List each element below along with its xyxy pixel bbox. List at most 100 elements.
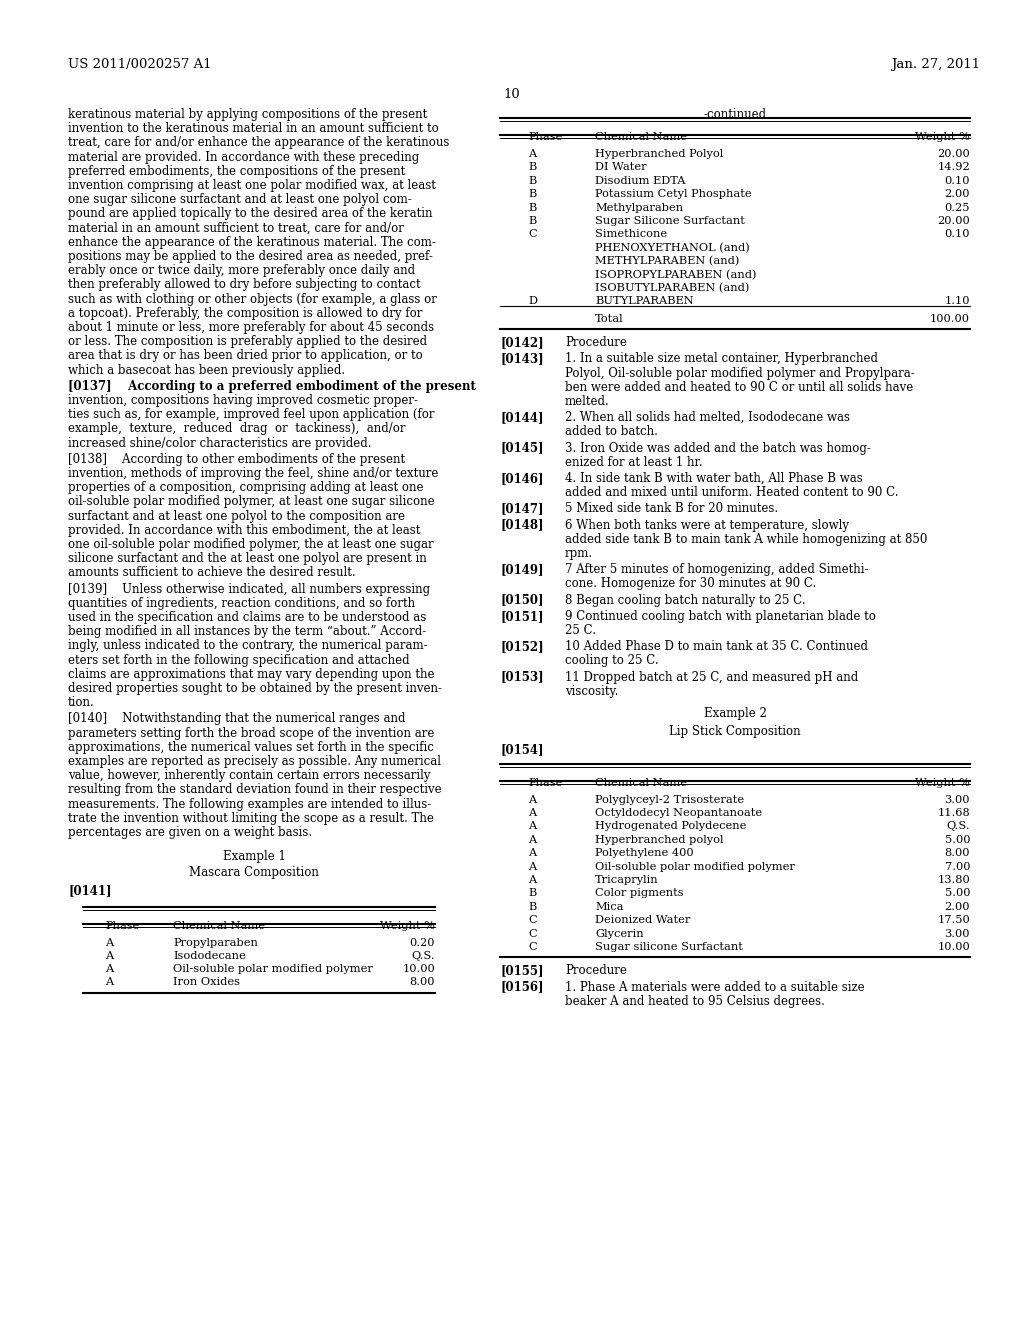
Text: Disodium EDTA: Disodium EDTA bbox=[595, 176, 685, 186]
Text: Jan. 27, 2011: Jan. 27, 2011 bbox=[891, 58, 980, 71]
Text: [0154]: [0154] bbox=[500, 743, 544, 756]
Text: a topcoat). Preferably, the composition is allowed to dry for: a topcoat). Preferably, the composition … bbox=[68, 306, 422, 319]
Text: one sugar silicone surfactant and at least one polyol com-: one sugar silicone surfactant and at lea… bbox=[68, 193, 412, 206]
Text: Total: Total bbox=[595, 314, 624, 323]
Text: resulting from the standard deviation found in their respective: resulting from the standard deviation fo… bbox=[68, 783, 441, 796]
Text: 13.80: 13.80 bbox=[937, 875, 970, 884]
Text: used in the specification and claims are to be understood as: used in the specification and claims are… bbox=[68, 611, 426, 624]
Text: 1.10: 1.10 bbox=[944, 297, 970, 306]
Text: B: B bbox=[528, 216, 537, 226]
Text: melted.: melted. bbox=[565, 395, 609, 408]
Text: amounts sufficient to achieve the desired result.: amounts sufficient to achieve the desire… bbox=[68, 566, 355, 579]
Text: 3.00: 3.00 bbox=[944, 928, 970, 939]
Text: 0.10: 0.10 bbox=[944, 230, 970, 239]
Text: A: A bbox=[528, 834, 537, 845]
Text: silicone surfactant and the at least one polyol are present in: silicone surfactant and the at least one… bbox=[68, 552, 427, 565]
Text: invention, methods of improving the feel, shine and/or texture: invention, methods of improving the feel… bbox=[68, 467, 438, 480]
Text: treat, care for and/or enhance the appearance of the keratinous: treat, care for and/or enhance the appea… bbox=[68, 136, 450, 149]
Text: Q.S.: Q.S. bbox=[946, 821, 970, 832]
Text: one oil-soluble polar modified polymer, the at least one sugar: one oil-soluble polar modified polymer, … bbox=[68, 539, 433, 550]
Text: 5.00: 5.00 bbox=[944, 834, 970, 845]
Text: cooling to 25 C.: cooling to 25 C. bbox=[565, 655, 658, 668]
Text: 10: 10 bbox=[504, 88, 520, 102]
Text: Hydrogenated Polydecene: Hydrogenated Polydecene bbox=[595, 821, 746, 832]
Text: Color pigments: Color pigments bbox=[595, 888, 684, 899]
Text: 10.00: 10.00 bbox=[937, 942, 970, 952]
Text: 7.00: 7.00 bbox=[944, 862, 970, 871]
Text: Hyperbranched Polyol: Hyperbranched Polyol bbox=[595, 149, 723, 158]
Text: [0146]: [0146] bbox=[500, 473, 544, 484]
Text: [0143]: [0143] bbox=[500, 352, 544, 366]
Text: 0.25: 0.25 bbox=[944, 202, 970, 213]
Text: [0152]: [0152] bbox=[500, 640, 544, 653]
Text: 7 After 5 minutes of homogenizing, added Simethi-: 7 After 5 minutes of homogenizing, added… bbox=[565, 564, 868, 577]
Text: rpm.: rpm. bbox=[565, 546, 593, 560]
Text: enhance the appearance of the keratinous material. The com-: enhance the appearance of the keratinous… bbox=[68, 236, 436, 248]
Text: eters set forth in the following specification and attached: eters set forth in the following specifi… bbox=[68, 653, 410, 667]
Text: B: B bbox=[528, 888, 537, 899]
Text: 6 When both tanks were at temperature, slowly: 6 When both tanks were at temperature, s… bbox=[565, 519, 849, 532]
Text: Chemical Name: Chemical Name bbox=[173, 921, 265, 931]
Text: keratinous material by applying compositions of the present: keratinous material by applying composit… bbox=[68, 108, 427, 121]
Text: material in an amount sufficient to treat, care for and/or: material in an amount sufficient to trea… bbox=[68, 222, 403, 235]
Text: Example 1: Example 1 bbox=[222, 850, 286, 863]
Text: [0147]: [0147] bbox=[500, 503, 544, 515]
Text: example,  texture,  reduced  drag  or  tackiness),  and/or: example, texture, reduced drag or tackin… bbox=[68, 422, 406, 436]
Text: 11 Dropped batch at 25 C, and measured pH and: 11 Dropped batch at 25 C, and measured p… bbox=[565, 671, 858, 684]
Text: D: D bbox=[528, 297, 537, 306]
Text: Phase: Phase bbox=[528, 132, 562, 143]
Text: Sugar Silicone Surfactant: Sugar Silicone Surfactant bbox=[595, 216, 744, 226]
Text: 1. Phase A materials were added to a suitable size: 1. Phase A materials were added to a sui… bbox=[565, 981, 864, 994]
Text: percentages are given on a weight basis.: percentages are given on a weight basis. bbox=[68, 826, 312, 840]
Text: Glycerin: Glycerin bbox=[595, 928, 644, 939]
Text: Polyethylene 400: Polyethylene 400 bbox=[595, 849, 693, 858]
Text: Phase: Phase bbox=[528, 777, 562, 788]
Text: parameters setting forth the broad scope of the invention are: parameters setting forth the broad scope… bbox=[68, 726, 434, 739]
Text: or less. The composition is preferably applied to the desired: or less. The composition is preferably a… bbox=[68, 335, 427, 348]
Text: about 1 minute or less, more preferably for about 45 seconds: about 1 minute or less, more preferably … bbox=[68, 321, 434, 334]
Text: ISOBUTYLPARABEN (and): ISOBUTYLPARABEN (and) bbox=[595, 282, 750, 293]
Text: added to batch.: added to batch. bbox=[565, 425, 657, 438]
Text: PHENOXYETHANOL (and): PHENOXYETHANOL (and) bbox=[595, 243, 750, 253]
Text: 9 Continued cooling batch with planetarian blade to: 9 Continued cooling batch with planetari… bbox=[565, 610, 876, 623]
Text: value, however, inherently contain certain errors necessarily: value, however, inherently contain certa… bbox=[68, 770, 430, 783]
Text: Lip Stick Composition: Lip Stick Composition bbox=[670, 725, 801, 738]
Text: C: C bbox=[528, 928, 537, 939]
Text: then preferably allowed to dry before subjecting to contact: then preferably allowed to dry before su… bbox=[68, 279, 421, 292]
Text: A: A bbox=[528, 875, 537, 884]
Text: A: A bbox=[528, 795, 537, 805]
Text: area that is dry or has been dried prior to application, or to: area that is dry or has been dried prior… bbox=[68, 350, 423, 363]
Text: trate the invention without limiting the scope as a result. The: trate the invention without limiting the… bbox=[68, 812, 434, 825]
Text: properties of a composition, comprising adding at least one: properties of a composition, comprising … bbox=[68, 482, 424, 494]
Text: preferred embodiments, the compositions of the present: preferred embodiments, the compositions … bbox=[68, 165, 406, 178]
Text: material are provided. In accordance with these preceding: material are provided. In accordance wit… bbox=[68, 150, 419, 164]
Text: pound are applied topically to the desired area of the keratin: pound are applied topically to the desir… bbox=[68, 207, 432, 220]
Text: B: B bbox=[528, 189, 537, 199]
Text: -continued: -continued bbox=[703, 108, 767, 121]
Text: added and mixed until uniform. Heated content to 90 C.: added and mixed until uniform. Heated co… bbox=[565, 486, 898, 499]
Text: A: A bbox=[528, 862, 537, 871]
Text: Mica: Mica bbox=[595, 902, 624, 912]
Text: cone. Homogenize for 30 minutes at 90 C.: cone. Homogenize for 30 minutes at 90 C. bbox=[565, 577, 816, 590]
Text: US 2011/0020257 A1: US 2011/0020257 A1 bbox=[68, 58, 212, 71]
Text: A: A bbox=[528, 821, 537, 832]
Text: being modified in all instances by the term “about.” Accord-: being modified in all instances by the t… bbox=[68, 626, 426, 638]
Text: C: C bbox=[528, 230, 537, 239]
Text: 5.00: 5.00 bbox=[944, 888, 970, 899]
Text: added side tank B to main tank A while homogenizing at 850: added side tank B to main tank A while h… bbox=[565, 533, 928, 545]
Text: Weight %: Weight % bbox=[915, 132, 970, 143]
Text: quantities of ingredients, reaction conditions, and so forth: quantities of ingredients, reaction cond… bbox=[68, 597, 415, 610]
Text: ties such as, for example, improved feel upon application (for: ties such as, for example, improved feel… bbox=[68, 408, 434, 421]
Text: invention to the keratinous material in an amount sufficient to: invention to the keratinous material in … bbox=[68, 123, 438, 135]
Text: erably once or twice daily, more preferably once daily and: erably once or twice daily, more prefera… bbox=[68, 264, 415, 277]
Text: B: B bbox=[528, 902, 537, 912]
Text: ben were added and heated to 90 C or until all solids have: ben were added and heated to 90 C or unt… bbox=[565, 380, 913, 393]
Text: [0141]: [0141] bbox=[68, 884, 112, 898]
Text: [0148]: [0148] bbox=[500, 519, 544, 532]
Text: [0150]: [0150] bbox=[500, 594, 544, 607]
Text: measurements. The following examples are intended to illus-: measurements. The following examples are… bbox=[68, 797, 431, 810]
Text: Potassium Cetyl Phosphate: Potassium Cetyl Phosphate bbox=[595, 189, 752, 199]
Text: A: A bbox=[105, 964, 114, 974]
Text: positions may be applied to the desired area as needed, pref-: positions may be applied to the desired … bbox=[68, 249, 433, 263]
Text: 25 C.: 25 C. bbox=[565, 624, 596, 638]
